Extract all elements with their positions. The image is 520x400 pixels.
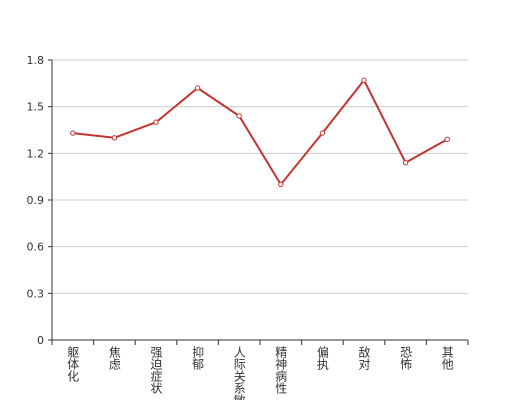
point — [319, 130, 326, 136]
x-tick-label: 偏执 — [315, 345, 329, 371]
line — [72, 78, 448, 187]
x-tick-label: 其他 — [440, 346, 454, 370]
x-tick-label: 恐怖 — [399, 346, 413, 370]
y-tick-label: 1.8 — [27, 54, 45, 67]
y-tick-label: 0.3 — [27, 287, 45, 300]
y-tick-label: 1.2 — [27, 147, 45, 160]
point — [153, 119, 159, 125]
point — [111, 135, 118, 141]
point — [361, 77, 367, 83]
x-tick-label: 人际关系敏感 — [232, 346, 246, 400]
point — [70, 130, 76, 136]
point — [402, 159, 409, 166]
point — [444, 136, 450, 143]
x-tick-label: 抑郁 — [191, 345, 205, 371]
y-tick-label: 1.5 — [27, 101, 45, 114]
y-tick-label: 0 — [37, 334, 44, 347]
y-tick-label: 0.9 — [27, 194, 45, 207]
x-tick-label: 躯体化 — [66, 345, 80, 383]
point — [278, 181, 284, 188]
y-tick-label: 0.6 — [27, 241, 45, 254]
x-tick-label: 精神病性 — [274, 346, 288, 395]
point — [194, 85, 201, 91]
point — [236, 113, 242, 119]
x-tick-label: 敌对 — [357, 345, 371, 370]
x-tick-label: 强迫症状 — [149, 346, 163, 394]
x-tick-label: 焦虑 — [107, 346, 121, 370]
